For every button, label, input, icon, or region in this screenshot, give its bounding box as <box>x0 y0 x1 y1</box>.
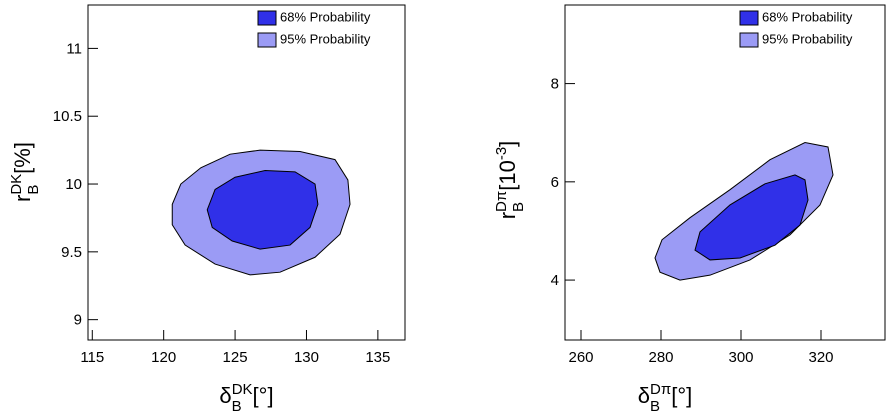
x-tick-label: 320 <box>808 349 833 366</box>
x-tick-label: 260 <box>568 349 593 366</box>
x-tick-label: 130 <box>294 349 319 366</box>
axis-label-part: B <box>650 398 660 415</box>
axis-label-part: δ <box>638 383 650 408</box>
legend-label: 68% Probability <box>762 9 853 24</box>
axis-label-part: B <box>232 398 242 415</box>
y-tick-label: 9.5 <box>61 244 82 261</box>
axis-label: δBDK[°] <box>219 381 273 415</box>
x-tick-label: 135 <box>365 349 390 366</box>
axis-label-part: [10 <box>495 160 520 191</box>
axis-label: δBDπ[°] <box>638 381 692 415</box>
contour-region <box>206 169 319 250</box>
y-tick-label: 8 <box>551 76 559 93</box>
axis-label-part: B <box>25 185 42 195</box>
axis-label-part: r <box>495 212 520 219</box>
axis-label-part: δ <box>219 383 231 408</box>
contour-region <box>694 174 809 261</box>
legend-swatch <box>257 32 277 48</box>
legend-swatch <box>257 10 277 26</box>
x-tick-label: 115 <box>80 349 104 366</box>
axis-label-part: ] <box>495 141 520 147</box>
plot-frame <box>87 4 406 341</box>
axis-label-part: DK <box>8 174 25 195</box>
axis-label-part: B <box>510 202 527 212</box>
legend-swatch <box>739 32 759 48</box>
axis-label-part: Dπ <box>650 381 671 398</box>
plot-frame <box>564 4 886 341</box>
legend-label: 95% Probability <box>280 31 371 46</box>
axis-label-part: Dπ <box>493 191 510 212</box>
axis-label: rBDK[%] <box>8 142 42 202</box>
legend-label: 95% Probability <box>762 31 853 46</box>
legend-swatch <box>739 10 759 26</box>
axis-label-part: [%] <box>10 142 35 174</box>
axis-label-part: r <box>10 195 35 202</box>
plot: 115 120 125 130 13599.51010.511δBDK[°]rBDK[%… <box>8 4 406 415</box>
axis-label-part: -3 <box>493 147 510 160</box>
axis-label: rBDπ[10-3] <box>493 141 527 220</box>
x-tick-label: 120 <box>151 349 176 366</box>
y-tick-label: 6 <box>551 174 559 191</box>
x-tick-label: 280 <box>648 349 673 366</box>
axis-label-part: [°] <box>671 383 692 408</box>
y-tick-label: 9 <box>74 312 82 329</box>
axis-label-part: DK <box>232 381 253 398</box>
axis-label-part: [°] <box>253 383 274 408</box>
y-tick-label: 10.5 <box>53 108 82 125</box>
y-tick-label: 4 <box>551 272 559 289</box>
y-tick-label: 11 <box>66 40 82 57</box>
y-tick-label: 10 <box>65 176 82 193</box>
x-tick-label: 125 <box>223 349 248 366</box>
legend-label: 68% Probability <box>280 9 371 24</box>
x-tick-label: 300 <box>728 349 753 366</box>
